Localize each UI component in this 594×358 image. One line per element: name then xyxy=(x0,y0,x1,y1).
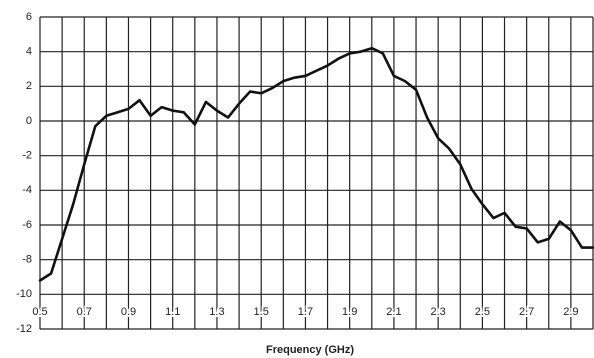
x-tick-label: 2.1 xyxy=(386,306,401,318)
data-line xyxy=(38,46,594,282)
x-tick-label: 2.3 xyxy=(431,306,446,318)
x-axis-label: Frequency (GHz) xyxy=(266,344,354,356)
y-tick-label: -4 xyxy=(22,184,32,196)
y-tick-label: 4 xyxy=(26,46,32,58)
x-tick-label: 1.9 xyxy=(342,306,357,318)
x-tick-label: 1.1 xyxy=(165,306,180,318)
x-tick-label: 2.9 xyxy=(563,306,578,318)
y-tick-label: -6 xyxy=(22,219,32,231)
x-tick-label: 1.7 xyxy=(298,306,313,318)
y-tick-label: 0 xyxy=(26,115,32,127)
y-tick-label: -2 xyxy=(22,150,32,162)
x-tick-label: 1.3 xyxy=(209,306,224,318)
x-tick-label: 0.5 xyxy=(32,306,47,318)
x-tick-label: 2.5 xyxy=(475,306,490,318)
y-tick-label: -10 xyxy=(16,288,32,300)
y-tick-label: -8 xyxy=(22,254,32,266)
x-tick-label: 0.9 xyxy=(121,306,136,318)
y-tick-label: -12 xyxy=(16,323,32,335)
y-tick-label: 2 xyxy=(26,80,32,92)
y-tick-label: 6 xyxy=(26,11,32,23)
x-tick-label: 1.5 xyxy=(254,306,269,318)
x-tick-label: 2.7 xyxy=(519,306,534,318)
x-tick-label: 0.7 xyxy=(77,306,92,318)
